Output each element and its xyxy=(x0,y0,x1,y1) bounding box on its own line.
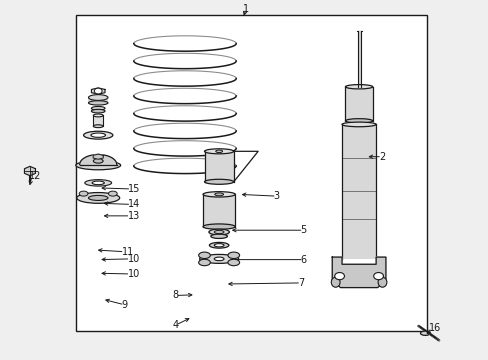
Ellipse shape xyxy=(214,230,224,234)
Ellipse shape xyxy=(341,122,375,127)
Ellipse shape xyxy=(345,85,372,89)
Ellipse shape xyxy=(92,181,104,185)
Polygon shape xyxy=(24,166,35,176)
Ellipse shape xyxy=(88,95,108,100)
Ellipse shape xyxy=(88,195,108,201)
Text: 14: 14 xyxy=(128,199,141,210)
Ellipse shape xyxy=(198,259,210,266)
Polygon shape xyxy=(93,154,103,159)
Text: 16: 16 xyxy=(428,323,440,333)
Text: 2: 2 xyxy=(378,152,385,162)
Ellipse shape xyxy=(77,193,120,203)
Ellipse shape xyxy=(203,224,235,229)
Polygon shape xyxy=(91,88,105,94)
Text: 12: 12 xyxy=(29,171,41,181)
Bar xyxy=(93,116,103,126)
Ellipse shape xyxy=(204,149,233,154)
Ellipse shape xyxy=(93,159,103,163)
Ellipse shape xyxy=(214,193,223,196)
Ellipse shape xyxy=(91,109,105,113)
Ellipse shape xyxy=(203,192,235,197)
Ellipse shape xyxy=(210,234,227,238)
Text: 4: 4 xyxy=(172,320,178,330)
Text: 6: 6 xyxy=(300,255,306,265)
Ellipse shape xyxy=(91,107,105,110)
Ellipse shape xyxy=(198,252,210,258)
Ellipse shape xyxy=(215,150,222,153)
Ellipse shape xyxy=(199,255,238,264)
Ellipse shape xyxy=(208,229,229,235)
Circle shape xyxy=(334,273,344,280)
Text: 15: 15 xyxy=(128,184,141,194)
Text: 10: 10 xyxy=(127,269,140,279)
Bar xyxy=(203,194,235,226)
Bar xyxy=(204,151,233,182)
Text: 11: 11 xyxy=(122,247,134,257)
Bar xyxy=(341,125,375,259)
Polygon shape xyxy=(80,154,117,165)
Ellipse shape xyxy=(83,131,113,139)
Ellipse shape xyxy=(108,191,117,196)
Ellipse shape xyxy=(330,277,339,287)
Ellipse shape xyxy=(93,125,103,128)
Text: 13: 13 xyxy=(127,211,140,221)
Ellipse shape xyxy=(84,180,111,186)
Bar xyxy=(76,15,427,330)
Text: 10: 10 xyxy=(127,254,140,264)
Ellipse shape xyxy=(76,161,121,170)
Ellipse shape xyxy=(91,133,105,137)
Bar xyxy=(357,31,360,87)
Text: 3: 3 xyxy=(273,191,279,201)
Ellipse shape xyxy=(214,244,224,247)
Ellipse shape xyxy=(345,119,372,123)
Ellipse shape xyxy=(227,252,239,258)
Text: 9: 9 xyxy=(122,300,127,310)
Circle shape xyxy=(373,273,383,280)
Text: 5: 5 xyxy=(300,225,306,235)
Ellipse shape xyxy=(93,114,103,117)
Ellipse shape xyxy=(79,191,88,196)
Ellipse shape xyxy=(377,277,386,287)
Polygon shape xyxy=(208,232,229,236)
Bar xyxy=(91,108,105,111)
Ellipse shape xyxy=(204,179,233,184)
Text: 1: 1 xyxy=(243,4,249,14)
Text: 8: 8 xyxy=(172,291,178,301)
Ellipse shape xyxy=(209,242,228,248)
Text: 7: 7 xyxy=(298,278,304,288)
Bar xyxy=(88,98,108,103)
Ellipse shape xyxy=(214,257,224,261)
Ellipse shape xyxy=(227,259,239,266)
Ellipse shape xyxy=(88,101,108,105)
Bar xyxy=(345,87,372,121)
Ellipse shape xyxy=(420,331,429,336)
Polygon shape xyxy=(331,257,385,288)
Circle shape xyxy=(94,88,102,94)
